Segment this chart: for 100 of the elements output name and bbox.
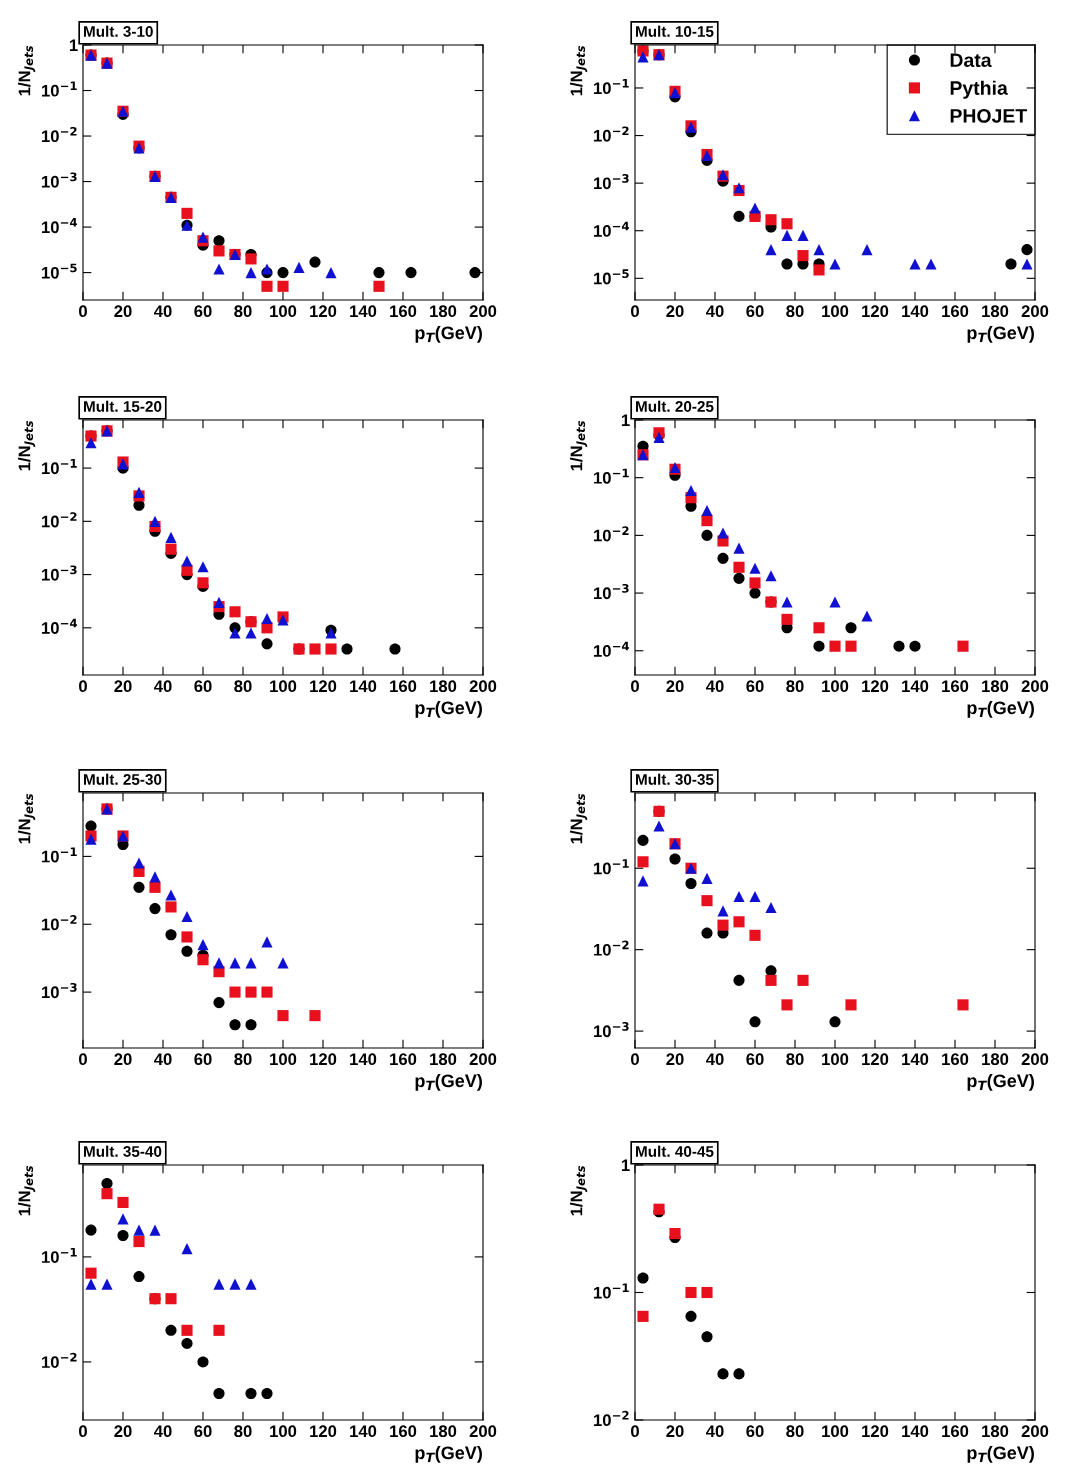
x-tick-label: 200 <box>1021 1425 1049 1438</box>
chart-title: Mult. 35-40 <box>84 1145 162 1157</box>
point <box>957 999 969 1011</box>
x-tick-label: 160 <box>942 305 969 318</box>
point <box>245 627 257 639</box>
y-tick-label: 10$^{−1}$ <box>42 81 77 97</box>
legend-label: Data <box>950 53 992 68</box>
point <box>245 253 257 265</box>
y-tick-label: 10$^{−2}$ <box>594 1410 629 1427</box>
x-tick-label: 180 <box>430 680 457 693</box>
point <box>925 258 937 270</box>
point <box>213 1324 225 1336</box>
point <box>229 1019 241 1031</box>
point <box>685 877 697 890</box>
x-tick-label: 140 <box>902 1425 929 1438</box>
y-tick-label: 10$^{−5}$ <box>594 269 629 285</box>
x-tick-label: 200 <box>1021 680 1049 693</box>
point <box>213 1278 225 1290</box>
point <box>717 1368 729 1380</box>
x-tick-label: 0 <box>631 1425 639 1438</box>
point <box>149 1224 161 1236</box>
point <box>261 280 273 292</box>
point <box>685 484 697 497</box>
y-axis-title: 1/N$_{Jets}$ <box>570 793 588 844</box>
y-tick-label: 10$^{−4}$ <box>42 618 78 634</box>
x-tick-label: 160 <box>390 1425 417 1438</box>
y-tick-label: 10$^{−2}$ <box>42 1352 77 1369</box>
y-tick-label: 1 <box>621 1159 630 1172</box>
x-tick-label: 100 <box>822 305 849 318</box>
x-tick-label: 80 <box>234 680 252 693</box>
point <box>85 1224 97 1236</box>
point <box>181 945 193 957</box>
point <box>829 1016 841 1028</box>
x-tick-label: 20 <box>666 305 684 318</box>
x-tick-label: 60 <box>746 305 764 318</box>
x-tick-label: 80 <box>234 1425 252 1438</box>
x-tick-label: 200 <box>1021 1053 1049 1066</box>
y-tick-label: 10$^{−2}$ <box>594 940 629 956</box>
point <box>1021 244 1033 256</box>
x-tick-label: 200 <box>469 1053 497 1066</box>
point <box>197 231 209 243</box>
point <box>181 555 193 567</box>
point <box>101 1188 113 1200</box>
x-tick-label: 160 <box>942 1053 969 1066</box>
x-tick-label: 200 <box>1021 305 1049 318</box>
y-tick-label: 10$^{−3}$ <box>594 583 629 600</box>
x-tick-label: 20 <box>114 1425 132 1438</box>
point <box>469 267 481 279</box>
point <box>845 622 857 634</box>
point <box>765 244 777 256</box>
y-tick-label: 10$^{−1}$ <box>594 859 629 875</box>
point <box>405 267 417 279</box>
x-tick-label: 140 <box>902 680 929 693</box>
point <box>117 1213 129 1225</box>
point <box>701 872 713 884</box>
point <box>181 1243 193 1255</box>
point <box>85 1278 97 1290</box>
point <box>701 1331 713 1343</box>
y-tick-label: 10$^{−2}$ <box>42 915 77 931</box>
x-tick-label: 200 <box>469 305 497 318</box>
point <box>701 927 713 939</box>
point <box>829 640 841 652</box>
point <box>781 218 793 230</box>
point <box>133 881 145 893</box>
point <box>197 1356 209 1368</box>
point <box>781 229 793 241</box>
point <box>717 552 729 564</box>
y-tick-label: 10$^{−2}$ <box>594 126 629 142</box>
x-tick-label: 60 <box>194 1425 212 1438</box>
point <box>309 256 321 268</box>
point <box>245 957 257 969</box>
point <box>261 612 273 624</box>
x-tick-label: 40 <box>705 1425 724 1438</box>
point <box>733 542 745 554</box>
point <box>277 280 289 292</box>
point <box>213 245 225 257</box>
x-tick-label: 120 <box>310 305 337 318</box>
x-tick-label: 60 <box>194 1053 212 1066</box>
point <box>245 1019 257 1031</box>
y-tick-label: 10$^{−1}$ <box>594 79 629 95</box>
y-tick-label: 10$^{−3}$ <box>594 1021 629 1038</box>
point <box>309 1010 321 1022</box>
x-tick-label: 160 <box>390 1053 417 1066</box>
x-tick-label: 200 <box>469 1425 497 1438</box>
x-tick-label: 20 <box>666 680 684 693</box>
x-tick-label: 120 <box>310 680 337 693</box>
y-tick-label: 10$^{−1}$ <box>42 847 77 863</box>
point <box>277 1010 289 1022</box>
x-tick-label: 160 <box>390 305 417 318</box>
x-tick-label: 100 <box>822 1053 849 1066</box>
x-tick-label: 80 <box>234 305 252 318</box>
point <box>845 999 857 1011</box>
point <box>261 638 273 650</box>
point <box>909 258 921 270</box>
point <box>781 596 793 608</box>
point <box>845 640 857 652</box>
point <box>165 543 177 555</box>
point <box>765 214 777 226</box>
x-axis-title: p$_{T}$(GeV) <box>967 1445 1034 1463</box>
y-tick-label: 10$^{−1}$ <box>594 1283 629 1299</box>
